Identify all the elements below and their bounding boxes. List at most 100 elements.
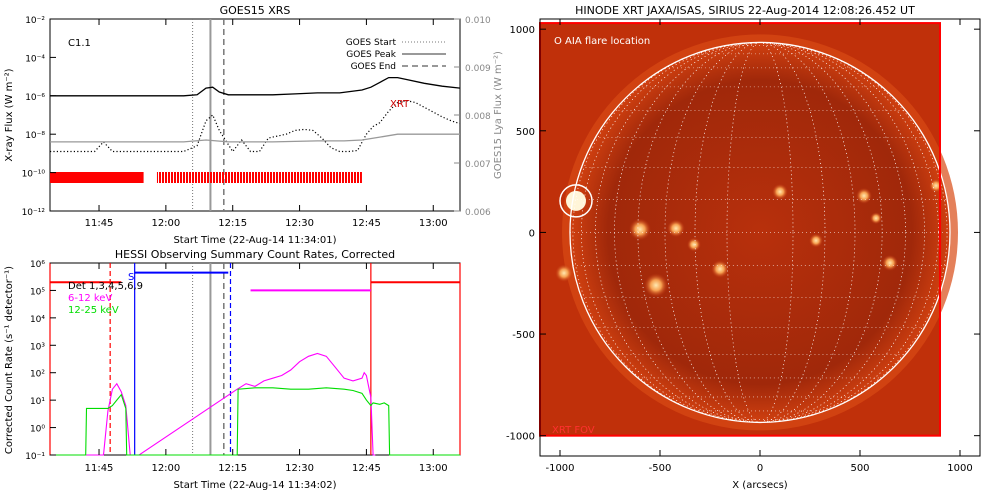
goes-coverage-bars bbox=[50, 172, 362, 183]
goes-legend: GOES Start GOES Peak GOES End bbox=[346, 38, 446, 72]
hessi-series-6-12-keV bbox=[67, 352, 376, 456]
goes-panel: GOES15 XRS 11:45 12:00 12:15 12:30 12:45 13:0… bbox=[4, 4, 504, 246]
xrt-y-ticks: 1000 500 0 -500 -1000 bbox=[506, 25, 980, 443]
goes-y-tick-label: 10⁻⁴ bbox=[25, 54, 45, 64]
hessi-x-tick-label: 13:00 bbox=[419, 463, 448, 474]
xrt-active-region-1 bbox=[667, 219, 685, 238]
hessi-panel: HESSI Observing Summary Count Rates, Cor… bbox=[4, 248, 461, 491]
xrt-image bbox=[539, 22, 958, 437]
xrt-flare-kernel bbox=[566, 190, 586, 211]
goes-y-tick-label: 10⁻⁸ bbox=[25, 131, 45, 141]
xrt-active-region-10 bbox=[772, 183, 788, 200]
hessi-x-tick-label: 11:45 bbox=[85, 463, 114, 474]
goes-series-long bbox=[50, 76, 461, 97]
xrt-x-tick-label: 500 bbox=[850, 463, 869, 474]
hessi-y-tick-label: 10² bbox=[30, 370, 45, 380]
goes-y-right-tick-label: 0.007 bbox=[465, 160, 491, 170]
hessi-x-tick-label: 12:15 bbox=[218, 463, 247, 474]
hessi-legend-12-25: 12-25 keV bbox=[68, 305, 119, 316]
xrt-limb bbox=[569, 41, 951, 424]
hessi-title: HESSI Observing Summary Count Rates, Cor… bbox=[115, 248, 395, 261]
goes-x-tick-label: 12:15 bbox=[218, 218, 247, 229]
hessi-y-tick-label: 10⁰ bbox=[30, 425, 45, 435]
hessi-x-tick-label: 12:00 bbox=[151, 463, 180, 474]
goes-series-lya bbox=[50, 133, 460, 143]
hessi-series-12-25-keV bbox=[50, 387, 460, 456]
goes-y-right-tick-label: 0.010 bbox=[465, 16, 491, 26]
hessi-x-ticks: 11:45 12:00 12:15 12:30 12:45 13:00 bbox=[85, 263, 448, 474]
goes-y-right-tick-label: 0.009 bbox=[465, 64, 491, 74]
goes-xrt-annotation: XRT bbox=[390, 99, 410, 110]
xrt-y-tick-label: -500 bbox=[512, 330, 535, 341]
goes-y-label-right: GOES15 Lya Flux (W m⁻²) bbox=[493, 51, 504, 179]
goes-x-tick-label: 12:45 bbox=[352, 218, 381, 229]
xrt-longitude-line bbox=[664, 42, 856, 423]
xrt-x-tick-label: 1000 bbox=[947, 463, 972, 474]
goes-y-tick-label: 10⁻⁶ bbox=[25, 93, 45, 103]
xrt-y-tick-label: 0 bbox=[529, 228, 535, 239]
xrt-active-region-11 bbox=[555, 264, 573, 283]
goes-x-tick-label: 11:45 bbox=[85, 218, 114, 229]
goes-legend-label: GOES End bbox=[351, 62, 396, 72]
xrt-y-tick-label: 500 bbox=[516, 127, 535, 138]
hessi-y-tick-label: 10⁴ bbox=[30, 315, 45, 325]
goes-y-tick-label: 10⁻¹² bbox=[22, 208, 46, 218]
xrt-active-region-6 bbox=[870, 212, 882, 225]
goes-x-label: Start Time (22-Aug-14 11:34:01) bbox=[173, 235, 336, 246]
goes-y-tick-label: 10⁻² bbox=[25, 16, 45, 26]
xrt-y-tick-label: -1000 bbox=[506, 432, 535, 443]
xrt-title: HINODE XRT JAXA/ISAS, SIRIUS 22-Aug-2014… bbox=[575, 4, 915, 17]
hessi-y-label: Corrected Count Rate (s⁻¹ detector⁻¹) bbox=[4, 266, 15, 454]
goes-class-label: C1.1 bbox=[68, 38, 91, 49]
hessi-state-lines bbox=[50, 271, 460, 292]
hessi-x-tick-label: 12:30 bbox=[285, 463, 314, 474]
hessi-x-tick-label: 12:45 bbox=[352, 463, 381, 474]
xrt-active-region-5 bbox=[856, 187, 872, 204]
hessi-y-ticks: 10⁶ 10⁵ 10⁴ 10³ 10² 10¹ 10⁰ 10⁻¹ bbox=[25, 260, 56, 462]
xrt-fov-annotation: XRT FOV bbox=[552, 425, 595, 436]
goes-y-tick-label: 10⁻¹⁰ bbox=[22, 170, 46, 180]
goes-coverage-bar-0 bbox=[50, 172, 144, 183]
xrt-active-region-2 bbox=[687, 237, 701, 252]
xrt-active-region-3 bbox=[644, 273, 668, 298]
hessi-detector-label: Det 1,3,4,5,6,9 bbox=[68, 281, 143, 292]
xrt-x-label: X (arcsecs) bbox=[732, 480, 788, 491]
hessi-s-marker: S bbox=[128, 272, 134, 283]
hessi-y-tick-label: 10¹ bbox=[30, 397, 45, 407]
goes-series bbox=[50, 76, 461, 153]
xrt-active-region-8 bbox=[711, 260, 729, 279]
xrt-y-tick-label: 1000 bbox=[510, 25, 535, 36]
xrt-x-tick-label: -1000 bbox=[545, 463, 574, 474]
hessi-markers bbox=[49, 263, 461, 455]
xrt-panel: HINODE XRT JAXA/ISAS, SIRIUS 22-Aug-2014… bbox=[506, 4, 981, 491]
goes-x-tick-label: 12:00 bbox=[151, 218, 180, 229]
hessi-y-tick-label: 10⁶ bbox=[30, 260, 45, 270]
goes-title: GOES15 XRS bbox=[220, 4, 291, 17]
goes-y-right-tick-label: 0.006 bbox=[465, 208, 491, 218]
xrt-longitude-line bbox=[637, 42, 883, 423]
hessi-y-tick-label: 10⁵ bbox=[30, 287, 45, 297]
xrt-solar-disk bbox=[570, 42, 950, 423]
xrt-active-region-7 bbox=[882, 254, 898, 271]
xrt-x-tick-label: -500 bbox=[649, 463, 672, 474]
goes-y-right-tick-label: 0.008 bbox=[465, 112, 491, 122]
goes-coverage-bar-1 bbox=[156, 172, 362, 183]
hessi-y-tick-label: 10⁻¹ bbox=[25, 452, 45, 462]
goes-y-label: X-ray Flux (W m⁻²) bbox=[4, 68, 15, 161]
hessi-legend-6-12: 6-12 keV bbox=[68, 293, 112, 304]
xrt-aia-annotation: O AIA flare location bbox=[554, 36, 650, 47]
goes-legend-label: GOES Start bbox=[346, 38, 397, 48]
hessi-x-label: Start Time (22-Aug-14 11:34:02) bbox=[173, 480, 336, 491]
xrt-active-region-4 bbox=[809, 233, 823, 248]
hessi-y-tick-label: 10³ bbox=[30, 342, 45, 352]
xrt-x-tick-label: 0 bbox=[757, 463, 763, 474]
goes-x-tick-label: 13:00 bbox=[419, 218, 448, 229]
xrt-x-ticks: -1000 -500 0 500 1000 bbox=[545, 19, 973, 474]
hessi-series bbox=[50, 352, 460, 456]
goes-legend-label: GOES Peak bbox=[346, 50, 396, 60]
goes-y-ticks: 10⁻² 10⁻⁴ 10⁻⁶ 10⁻⁸ 10⁻¹⁰ 10⁻¹² bbox=[22, 16, 56, 218]
goes-x-ticks: 11:45 12:00 12:15 12:30 12:45 13:00 bbox=[85, 19, 448, 229]
goes-y-ticks-right: 0.010 0.009 0.008 0.007 0.006 bbox=[454, 16, 491, 218]
